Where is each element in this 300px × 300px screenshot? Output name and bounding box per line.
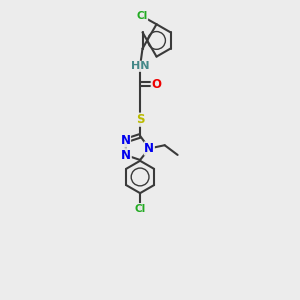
Text: S: S <box>136 113 144 126</box>
Text: Cl: Cl <box>136 11 148 21</box>
Text: N: N <box>121 149 131 162</box>
Text: HN: HN <box>131 61 149 71</box>
Text: Cl: Cl <box>134 203 146 214</box>
Text: N: N <box>144 142 154 155</box>
Text: N: N <box>121 134 130 147</box>
Text: O: O <box>151 78 161 91</box>
